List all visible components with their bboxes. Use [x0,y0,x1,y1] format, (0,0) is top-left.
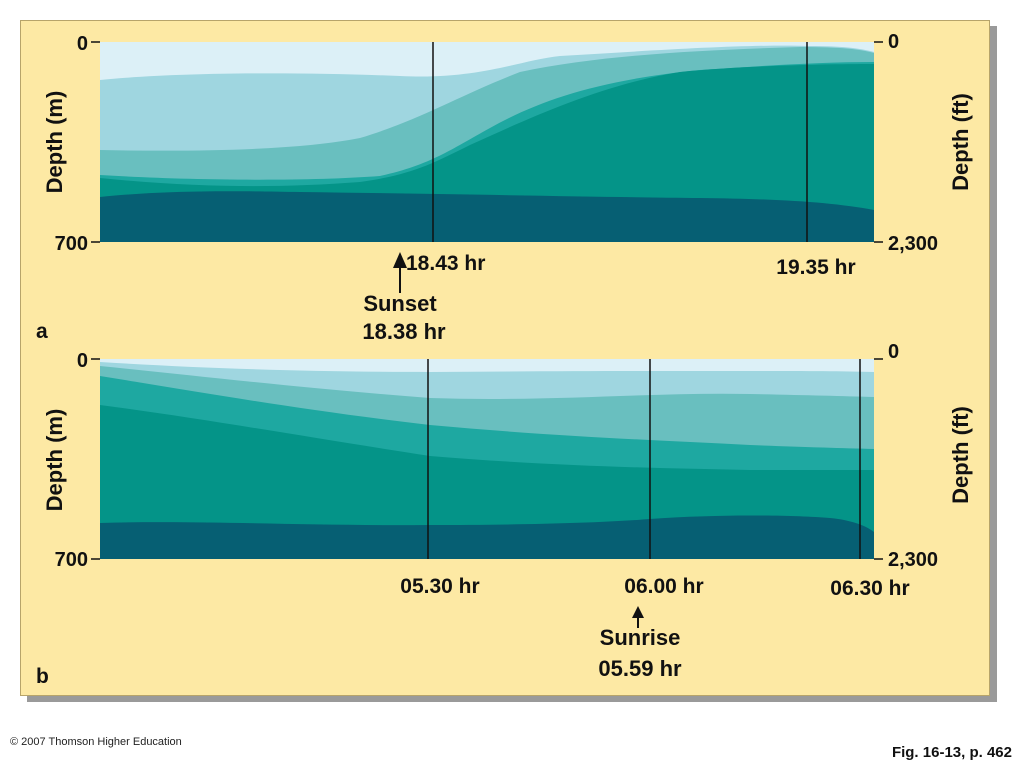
sunset-time: 18.38 hr [362,319,446,344]
right-axis-top-b: 0 [888,341,899,363]
left-axis-bottom-b: 700 [55,549,88,571]
time-label-05-30: 05.30 hr [400,575,479,598]
figure-reference: Fig. 16-13, p. 462 [891,744,1012,761]
left-axis-top-b: 0 [77,350,88,372]
layer-deep-b [100,515,874,559]
left-axis-label-b: Depth (m) [42,409,67,512]
panel-letter-a: a [36,320,48,343]
sunrise-label: Sunrise [600,625,681,650]
panel-b [91,358,883,628]
time-label-18-43: 18.43 hr [406,252,485,275]
left-axis-bottom-a: 700 [55,233,88,255]
right-axis-top-a: 0 [888,31,899,53]
time-label-19-35: 19.35 hr [776,256,855,279]
sunrise-time: 05.59 hr [598,656,682,681]
time-label-06-00: 06.00 hr [624,575,703,598]
copyright-notice: © 2007 Thomson Higher Education [10,736,182,748]
layer-deep-a [100,191,874,242]
panel-letter-b: b [36,665,49,688]
right-axis-label-b: Depth (ft) [948,406,973,504]
right-axis-bottom-a: 2,300 [888,233,938,255]
time-label-06-30: 06.30 hr [830,577,909,600]
left-axis-top-a: 0 [77,33,88,55]
right-axis-label-a: Depth (ft) [948,93,973,191]
sunset-label: Sunset [363,291,437,316]
right-axis-bottom-b: 2,300 [888,549,938,571]
left-axis-label-a: Depth (m) [42,91,67,194]
panel-a [91,41,883,293]
